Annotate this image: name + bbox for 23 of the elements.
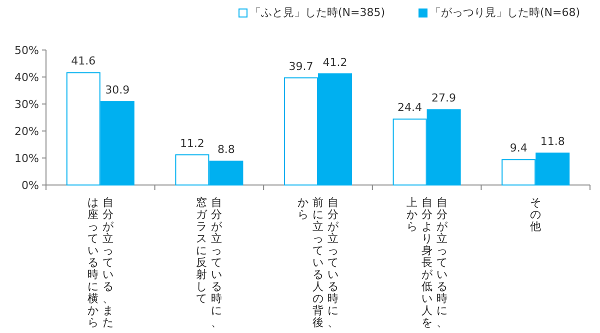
x-tick-label: その他: [530, 196, 542, 235]
data-label: 41.2: [322, 56, 348, 69]
category-label: 自分が立っている時に、前に立っている人の背後から: [298, 196, 338, 329]
data-label: 30.9: [105, 84, 130, 97]
data-label: 39.7: [288, 60, 314, 73]
data-label: 9.4: [510, 142, 528, 155]
y-tick-label: 20%: [14, 125, 39, 138]
data-label: 11.2: [180, 136, 204, 150]
legend-label: 「がっつり見」した時(N=68): [430, 5, 580, 20]
category-label: 自分が立っている時に、窓ガラスに反射して: [196, 196, 222, 329]
data-label: 11.8: [540, 135, 565, 148]
y-tick-label: 10%: [14, 152, 39, 165]
y-tick-label: 50%: [14, 44, 39, 57]
data-label: 27.9: [432, 92, 456, 105]
y-tick-label: 0%: [22, 179, 39, 192]
data-label: 24.4: [398, 101, 422, 114]
data-label: 8.8: [217, 143, 235, 156]
y-tick-label: 40%: [14, 71, 39, 84]
data-label: 41.6: [71, 54, 96, 68]
category-label: 自分が立っている、または座っている時に横から: [87, 196, 114, 329]
y-tick-label: 30%: [14, 98, 39, 111]
legend-label: 「ふと見」した時(N=385): [250, 5, 386, 20]
category-label: 自分が立っている時に、自分より身長が低い人を上から: [406, 196, 448, 329]
